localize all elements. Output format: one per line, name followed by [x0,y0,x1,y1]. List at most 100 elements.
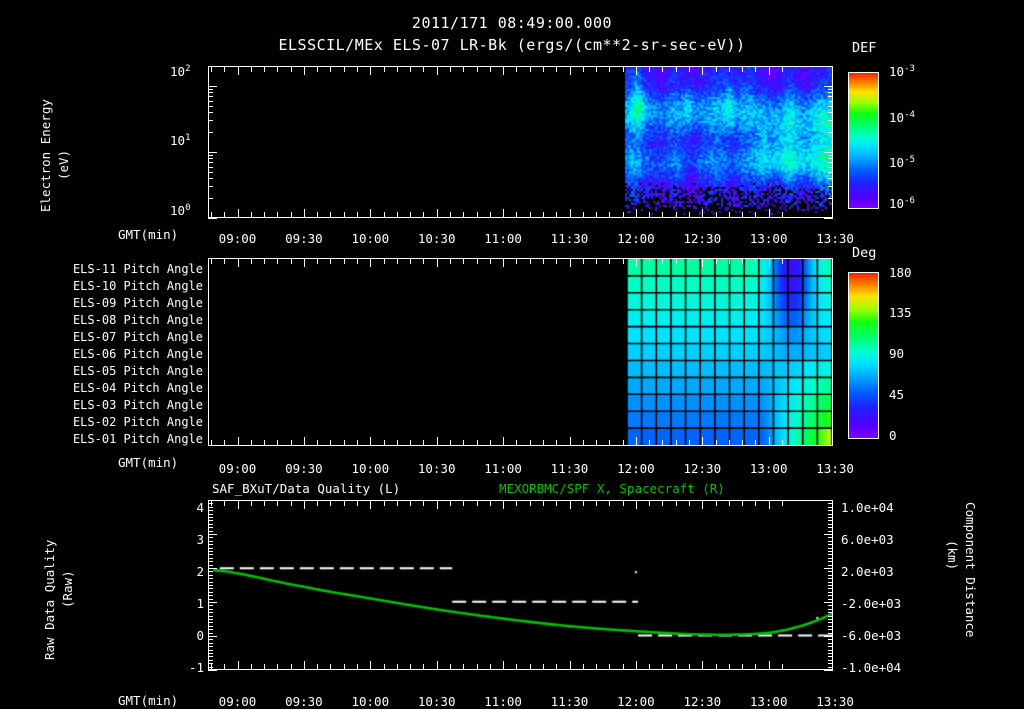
x-tick [742,501,743,506]
y-tick [208,605,213,606]
panel1-ytick-1-base: 10 [170,133,186,149]
panel3-xtick-label: 13:30 [816,694,854,709]
y-tick [208,592,213,593]
page-subtitle: ELSSCIL/MEx ELS-07 LR-Bk (ergs/(cm**2-sr… [0,36,1024,54]
colorbar-deg-label-180: 180 [889,265,912,280]
x-tick [742,212,743,217]
x-tick [782,212,783,217]
panel1-ytick-0: 100 [170,203,190,218]
y-tick [828,643,833,644]
x-tick [729,67,730,72]
pitch-angle-row-label: ELS-01 Pitch Angle [72,432,203,446]
panel1-xtick-label: 11:30 [550,231,589,246]
y-tick [208,561,213,562]
x-tick [755,440,756,445]
x-tick [570,259,571,267]
y-tick [208,517,213,518]
x-tick [516,440,517,445]
x-tick [251,259,252,264]
x-tick [410,664,411,669]
panel3-ytick-label: 2 [196,564,204,579]
y-tick [824,670,833,671]
panel3-ylabel-text: Raw Data Quality [42,539,57,660]
x-tick [676,67,677,72]
panel1-ytick-1: 101 [170,133,190,148]
x-tick [410,259,411,264]
y-tick [208,650,213,651]
panel3-ylabel-right-units-text: (km) [945,540,960,571]
pitch-angle-canvas [209,259,832,445]
y-tick [208,619,213,620]
panel3-ylabel-units-text: (Raw) [60,570,75,608]
x-tick [437,437,438,445]
y-tick [208,510,213,511]
x-tick [543,440,544,445]
x-tick [437,67,438,75]
x-tick [264,440,265,445]
x-tick [716,259,717,264]
panel2-xlabel-text: GMT(min) [118,455,179,470]
panel1-xtick-label: 13:00 [749,231,788,246]
x-tick [636,501,637,509]
x-tick [543,212,544,217]
panel2-xtick-label: 12:30 [683,461,722,476]
x-tick [238,259,239,267]
x-tick [423,440,424,445]
y-tick [828,616,833,617]
x-tick [224,212,225,217]
x-tick [251,440,252,445]
panel2-xtick-label: 10:30 [417,461,456,476]
y-tick [828,524,833,525]
y-tick [208,616,213,617]
x-tick [384,259,385,264]
x-tick [211,440,212,445]
y-tick [828,120,833,121]
x-tick [317,501,318,506]
y-tick [828,514,833,515]
x-tick [423,664,424,669]
panel3-xtick-label: 10:30 [417,694,456,709]
x-tick [304,501,305,509]
x-tick [344,67,345,72]
panel3-ytick-label: 3 [196,532,204,547]
panel1-ylabel-units-text: (eV) [56,149,71,180]
y-tick [208,575,213,576]
electron-energy-spectrogram-panel[interactable] [208,66,833,218]
x-tick [623,67,624,72]
x-tick [384,67,385,72]
x-tick [304,661,305,669]
x-tick [755,259,756,264]
x-tick [570,501,571,509]
x-tick [649,67,650,72]
y-tick [208,152,217,153]
y-tick [208,520,213,521]
panel3-ytick-label: 0 [196,628,204,643]
cb-def-1-exp: -4 [904,110,915,120]
y-tick [828,167,833,168]
y-tick [828,595,833,596]
y-tick [828,667,833,668]
y-tick [828,629,833,630]
panel1-ytick-0-exp: 0 [185,203,191,213]
cb-def-1-base: 10 [889,110,905,126]
y-tick [828,66,833,67]
x-tick [344,664,345,669]
x-tick [357,259,358,264]
panel3-xlabel: GMT(min) [118,693,178,708]
x-tick [636,259,637,267]
x-tick [609,440,610,445]
x-tick [530,501,531,506]
x-tick [729,259,730,264]
x-tick [330,501,331,506]
y-tick [828,503,833,504]
y-tick [828,609,833,610]
panel3-ytick-label-right: 1.0e+04 [841,500,894,515]
data-quality-distance-panel[interactable] [208,500,833,670]
x-tick [291,440,292,445]
x-tick [264,501,265,506]
x-tick [304,259,305,267]
x-tick [450,67,451,72]
y-tick [208,558,213,559]
y-tick [828,172,833,173]
pitch-angle-panel[interactable] [208,258,833,446]
